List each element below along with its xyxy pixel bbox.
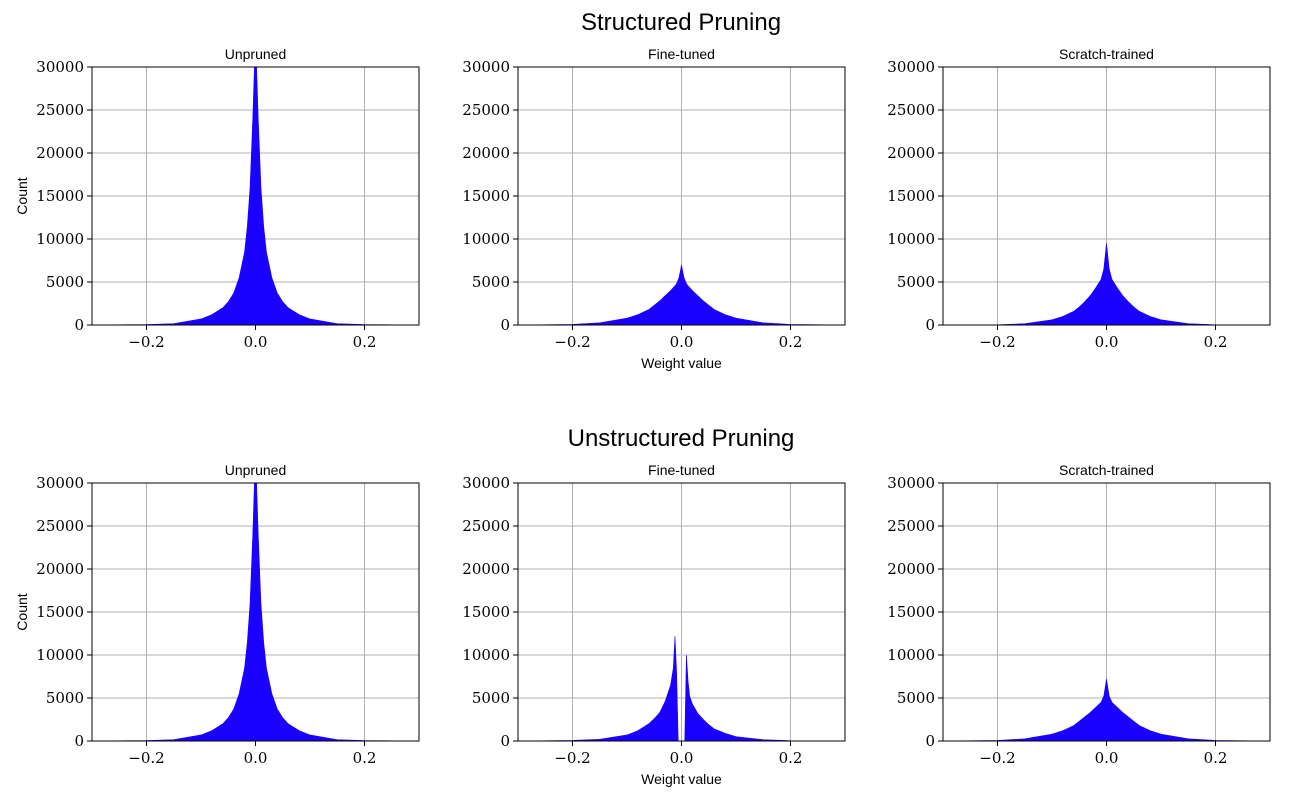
x-tick-label: 0.2 xyxy=(779,749,803,767)
histogram-area xyxy=(518,636,845,741)
y-tick-label: 15000 xyxy=(36,187,84,205)
x-tick-label: −0.2 xyxy=(979,749,1015,767)
y-tick-label: 20000 xyxy=(887,560,935,578)
histogram-panel: −0.2 0.0 0.2 0 5000 10000 15000 20000 25000 30000… xyxy=(887,462,1271,767)
histogram-area xyxy=(943,679,1270,741)
y-tick-label: 25000 xyxy=(36,517,84,535)
y-tick-label: 0 xyxy=(925,316,935,334)
panel-title: Scratch-trained xyxy=(1059,462,1154,478)
x-tick-label: 0.0 xyxy=(670,333,694,351)
y-tick-label: 0 xyxy=(500,732,510,750)
y-tick-label: 15000 xyxy=(462,603,510,621)
panel-title: Scratch-trained xyxy=(1059,46,1154,62)
y-tick-label: 30000 xyxy=(36,474,84,492)
panel-title: Fine-tuned xyxy=(648,46,715,62)
y-tick-label: 5000 xyxy=(46,689,84,707)
histogram-panel: −0.2 0.0 0.2 0 5000 10000 15000 20000 25000 30000… xyxy=(887,46,1271,351)
y-tick-label: 10000 xyxy=(36,646,84,664)
x-tick-label: −0.2 xyxy=(554,333,590,351)
y-tick-label: 20000 xyxy=(462,560,510,578)
y-tick-label: 25000 xyxy=(887,101,935,119)
y-tick-label: 10000 xyxy=(36,230,84,248)
x-tick-label: −0.2 xyxy=(128,749,164,767)
panel-title: Unpruned xyxy=(225,46,287,62)
x-axis-label: Weight value xyxy=(641,771,722,787)
panel-title: Fine-tuned xyxy=(648,462,715,478)
x-tick-label: −0.2 xyxy=(979,333,1015,351)
y-tick-label: 25000 xyxy=(462,517,510,535)
x-tick-label: 0.2 xyxy=(353,333,377,351)
y-tick-label: 30000 xyxy=(462,58,510,76)
y-tick-label: 0 xyxy=(74,732,84,750)
x-tick-label: 0.0 xyxy=(244,749,268,767)
panel-title: Unpruned xyxy=(225,462,287,478)
chart-panels: −0.2 0.0 0.2 0 5000 10000 15000 20000 25000 30000… xyxy=(14,46,1271,787)
y-tick-label: 5000 xyxy=(472,689,510,707)
y-tick-label: 15000 xyxy=(36,603,84,621)
x-tick-label: 0.0 xyxy=(670,749,694,767)
x-tick-label: 0.2 xyxy=(1204,333,1228,351)
y-tick-label: 25000 xyxy=(887,517,935,535)
y-axis-label: Count xyxy=(14,593,30,630)
x-tick-label: 0.2 xyxy=(1204,749,1228,767)
y-tick-label: 10000 xyxy=(887,646,935,664)
y-tick-label: 0 xyxy=(74,316,84,334)
x-tick-label: 0.2 xyxy=(779,333,803,351)
y-tick-label: 20000 xyxy=(887,144,935,162)
y-tick-label: 10000 xyxy=(462,646,510,664)
row-title-structured: Structured Pruning xyxy=(581,9,781,36)
x-tick-label: 0.0 xyxy=(1095,333,1119,351)
y-tick-label: 10000 xyxy=(887,230,935,248)
histogram-area xyxy=(943,243,1270,325)
y-tick-label: 20000 xyxy=(36,560,84,578)
y-tick-label: 15000 xyxy=(462,187,510,205)
row-title-unstructured: Unstructured Pruning xyxy=(568,425,795,452)
x-tick-label: 0.0 xyxy=(1095,749,1119,767)
y-tick-label: 15000 xyxy=(887,187,935,205)
y-tick-label: 30000 xyxy=(36,58,84,76)
histogram-area xyxy=(92,67,419,325)
x-axis-label: Weight value xyxy=(641,355,722,371)
y-tick-label: 30000 xyxy=(462,474,510,492)
y-tick-label: 5000 xyxy=(46,273,84,291)
histogram-area xyxy=(518,264,845,325)
x-tick-label: −0.2 xyxy=(128,333,164,351)
y-tick-label: 0 xyxy=(500,316,510,334)
histogram-panel: −0.2 0.0 0.2 0 5000 10000 15000 20000 25000 30000… xyxy=(462,462,846,787)
y-tick-label: 5000 xyxy=(897,273,935,291)
y-tick-label: 25000 xyxy=(36,101,84,119)
y-tick-label: 20000 xyxy=(462,144,510,162)
y-tick-label: 5000 xyxy=(472,273,510,291)
y-tick-label: 0 xyxy=(925,732,935,750)
histogram-panel: −0.2 0.0 0.2 0 5000 10000 15000 20000 25000 30000… xyxy=(14,462,420,767)
histogram-area xyxy=(92,483,419,741)
histogram-panel: −0.2 0.0 0.2 0 5000 10000 15000 20000 25000 30000… xyxy=(462,46,846,371)
y-axis-label: Count xyxy=(14,177,30,214)
y-tick-label: 15000 xyxy=(887,603,935,621)
x-tick-label: 0.2 xyxy=(353,749,377,767)
histogram-panel: −0.2 0.0 0.2 0 5000 10000 15000 20000 25000 30000… xyxy=(14,46,420,351)
y-tick-label: 30000 xyxy=(887,58,935,76)
y-tick-label: 5000 xyxy=(897,689,935,707)
y-tick-label: 25000 xyxy=(462,101,510,119)
y-tick-label: 20000 xyxy=(36,144,84,162)
x-tick-label: 0.0 xyxy=(244,333,268,351)
x-tick-label: −0.2 xyxy=(554,749,590,767)
y-tick-label: 10000 xyxy=(462,230,510,248)
y-tick-label: 30000 xyxy=(887,474,935,492)
